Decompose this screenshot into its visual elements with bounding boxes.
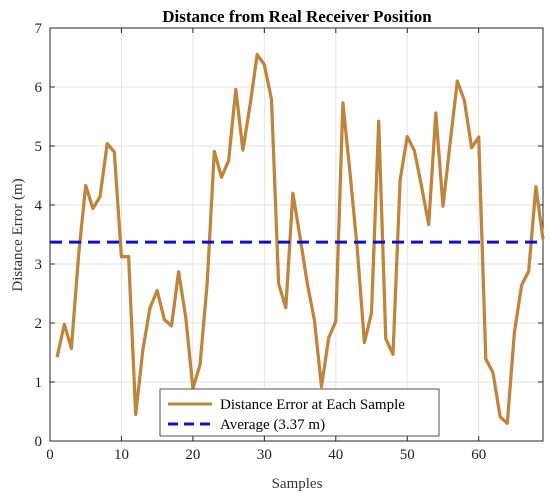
x-tick-label: 0 bbox=[46, 447, 54, 463]
y-tick-label: 2 bbox=[35, 316, 43, 332]
y-axis-label: Distance Error (m) bbox=[10, 178, 26, 291]
series-line-error bbox=[55, 53, 545, 425]
x-axis-label: Samples bbox=[272, 476, 323, 492]
plot-area bbox=[49, 27, 544, 442]
y-tick-label: 7 bbox=[35, 21, 43, 37]
x-tick-label: 20 bbox=[185, 447, 200, 463]
y-tick-label: 3 bbox=[35, 257, 43, 273]
y-tick-label: 5 bbox=[35, 139, 43, 155]
y-tick-label: 1 bbox=[35, 375, 43, 391]
legend-box bbox=[159, 388, 440, 437]
axis-ticks: 0 10 20 30 40 50 60 0 1 2 3 4 5 6 7 bbox=[35, 21, 543, 463]
y-tick-label: 0 bbox=[35, 434, 43, 450]
x-tick-label: 30 bbox=[257, 447, 272, 463]
y-tick-label: 6 bbox=[35, 80, 43, 96]
legend: Distance Error at Each Sample Average (3… bbox=[159, 388, 440, 437]
x-tick-label: 50 bbox=[400, 447, 415, 463]
y-tick-label: 4 bbox=[35, 198, 43, 214]
grid-lines bbox=[49, 27, 543, 442]
x-tick-label: 10 bbox=[114, 447, 129, 463]
x-tick-label: 60 bbox=[471, 447, 486, 463]
chart-title: Distance from Real Receiver Position bbox=[162, 7, 432, 26]
data-series bbox=[50, 52, 545, 425]
legend-label-average: Average (3.37 m) bbox=[220, 417, 325, 433]
x-tick-label: 40 bbox=[328, 447, 343, 463]
legend-label-error: Distance Error at Each Sample bbox=[220, 397, 405, 413]
